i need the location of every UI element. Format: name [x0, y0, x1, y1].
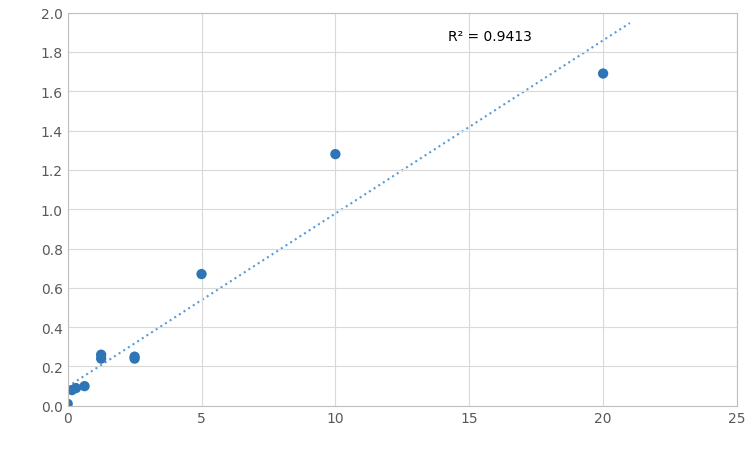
Point: [70, 385, 82, 392]
Point: [95, 355, 108, 363]
Point: [196, 271, 208, 278]
Point: [95, 351, 108, 359]
Point: [66, 387, 78, 394]
Point: [597, 71, 609, 78]
Point: [78, 382, 90, 390]
Point: [329, 151, 341, 158]
Point: [62, 400, 74, 408]
Text: R² = 0.9413: R² = 0.9413: [448, 30, 532, 44]
Point: [129, 355, 141, 363]
Point: [129, 353, 141, 360]
